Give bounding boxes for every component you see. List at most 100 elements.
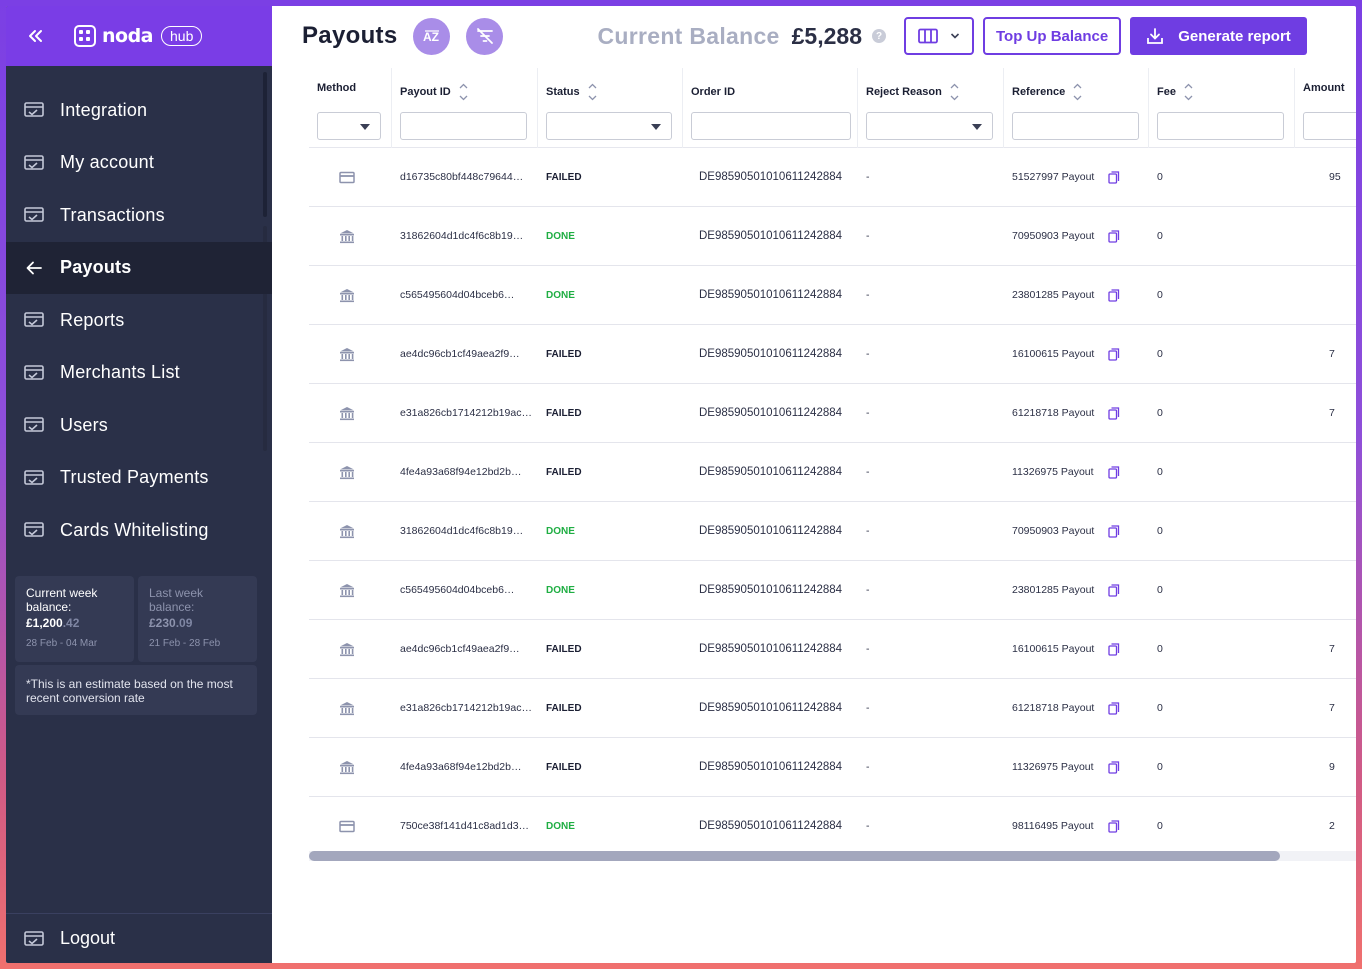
sidebar-item-label: Users (60, 414, 109, 435)
order-id-cell: DE98590501010611242884 (699, 348, 843, 360)
reject-reason-cell: - (866, 289, 870, 301)
amount-cell (1329, 207, 1356, 265)
copy-icon[interactable] (1108, 288, 1120, 302)
bank-icon (340, 288, 354, 302)
sidebar-item-label: Reports (60, 309, 125, 330)
method-cell (339, 443, 369, 501)
status-filter-select[interactable] (546, 112, 672, 140)
method-cell (339, 502, 369, 560)
order-id-filter-input[interactable] (691, 112, 851, 140)
fee-filter-input[interactable] (1157, 112, 1284, 140)
amount-cell: 2 (1329, 820, 1335, 832)
copy-icon[interactable] (1107, 465, 1120, 479)
table-header: Method Payout ID Status Order ID Reject Reas… (309, 68, 1356, 148)
bank-icon (340, 406, 354, 420)
sidebar-item-integration[interactable]: Integration (6, 84, 272, 137)
payout-id-cell: e31a826cb1714212b19ac… (400, 702, 532, 714)
payout-id-cell: c565495604d04bceb6… (400, 584, 515, 596)
column-label: Status (546, 82, 597, 102)
copy-icon[interactable] (1107, 819, 1120, 833)
order-id-cell: DE98590501010611242884 (699, 525, 843, 537)
status-cell: FAILED (546, 348, 582, 360)
payout-id-cell: ae4dc96cb1cf49aea2f9… (400, 643, 520, 655)
brand-badge: hub (161, 26, 203, 46)
top-up-balance-button[interactable]: Top Up Balance (983, 17, 1122, 55)
copy-icon[interactable] (1108, 583, 1120, 597)
table-row[interactable]: ae4dc96cb1cf49aea2f9… FAILED DE98590501010… (309, 325, 1356, 384)
copy-icon[interactable] (1108, 347, 1120, 361)
fee-cell: 0 (1157, 702, 1163, 714)
order-id-cell: DE98590501010611242884 (699, 230, 843, 242)
sidebar-item-label: Integration (60, 99, 148, 120)
sidebar-item-users[interactable]: Users (6, 399, 272, 452)
sidebar-item-label: Cards Whitelisting (60, 519, 209, 540)
status-cell: DONE (546, 230, 575, 242)
copy-icon[interactable] (1108, 170, 1120, 184)
copy-icon[interactable] (1107, 760, 1120, 774)
copy-icon[interactable] (1108, 701, 1120, 715)
sort-az-button[interactable]: AZ (413, 17, 451, 55)
collapse-sidebar-icon[interactable] (26, 27, 44, 45)
generate-report-button[interactable]: Generate report (1130, 17, 1307, 55)
sidebar-item-trusted-payments[interactable]: Trusted Payments (6, 452, 272, 505)
sort-icon[interactable] (1073, 82, 1082, 102)
amount-cell: 9 (1329, 761, 1335, 773)
sidebar-item-cards-whitelisting[interactable]: Cards Whitelisting (6, 504, 272, 557)
table-row[interactable]: 31862604d1dc4f6c8b19… DONE DE9859050101061… (309, 207, 1356, 266)
table-row[interactable]: 4fe4a93a68f94e12bd2b… FAILED DE98590501010… (309, 738, 1356, 797)
table-row[interactable]: d16735c80bf448c79644… FAILED DE98590501010… (309, 148, 1356, 207)
sidebar-item-payouts[interactable]: Payouts (6, 241, 272, 294)
amount-filter-input[interactable] (1303, 112, 1356, 140)
payout-id-filter-input[interactable] (400, 112, 527, 140)
bank-icon (340, 347, 354, 361)
table-row[interactable]: 750ce38f141d41c8ad1d3… DONE DE985905010106… (309, 797, 1356, 856)
copy-icon[interactable] (1108, 229, 1120, 243)
columns-icon (918, 28, 938, 44)
table-row[interactable]: e31a826cb1714212b19ac… FAILED DE9859050101… (309, 679, 1356, 738)
payout-id-cell: ae4dc96cb1cf49aea2f9… (400, 348, 520, 360)
copy-icon[interactable] (1108, 642, 1120, 656)
payout-id-cell: 4fe4a93a68f94e12bd2b… (400, 761, 522, 773)
copy-icon[interactable] (1108, 524, 1120, 538)
sidebar-scrollbar[interactable] (263, 72, 267, 217)
table-row[interactable]: c565495604d04bceb6… DONE DE985905010106112… (309, 266, 1356, 325)
order-id-cell: DE98590501010611242884 (699, 171, 843, 183)
card-list-icon (24, 364, 44, 380)
current-week-label: Current week balance: (26, 586, 98, 614)
sidebar-item-my-account[interactable]: My account (6, 137, 272, 190)
copy-icon[interactable] (1108, 406, 1120, 420)
reject-filter-select[interactable] (866, 112, 993, 140)
sidebar-item-transactions[interactable]: Transactions (6, 189, 272, 242)
table-row[interactable]: e31a826cb1714212b19ac… FAILED DE9859050101… (309, 384, 1356, 443)
table-row[interactable]: ae4dc96cb1cf49aea2f9… FAILED DE98590501010… (309, 620, 1356, 679)
sort-icon[interactable] (950, 82, 959, 102)
clear-filters-button[interactable] (466, 17, 504, 55)
status-cell: FAILED (546, 643, 582, 655)
payout-id-cell: e31a826cb1714212b19ac… (400, 407, 532, 419)
payout-id-cell: 750ce38f141d41c8ad1d3… (400, 820, 530, 832)
sidebar-item-merchants-list[interactable]: Merchants List (6, 347, 272, 400)
method-filter-select[interactable] (317, 112, 381, 140)
sidebar-item-reports[interactable]: Reports (6, 294, 272, 347)
sort-icon[interactable] (588, 82, 597, 102)
sort-icon[interactable] (459, 82, 468, 102)
table-row[interactable]: 31862604d1dc4f6c8b19… DONE DE9859050101061… (309, 502, 1356, 561)
table-row[interactable]: 4fe4a93a68f94e12bd2b… FAILED DE98590501010… (309, 443, 1356, 502)
sort-icon[interactable] (1184, 82, 1193, 102)
method-cell (339, 679, 369, 737)
horizontal-scrollbar[interactable] (309, 851, 1356, 861)
status-cell: DONE (546, 584, 575, 596)
sidebar-item-label: Trusted Payments (60, 467, 209, 488)
table-row[interactable]: c565495604d04bceb6… DONE DE985905010106112… (309, 561, 1356, 620)
columns-toggle-button[interactable] (904, 17, 974, 55)
column-label: Order ID (691, 86, 736, 98)
logout-button[interactable]: Logout (6, 913, 272, 963)
help-icon[interactable]: ? (872, 29, 886, 43)
reference-cell: 16100615 Payout (1012, 620, 1142, 678)
reference-filter-input[interactable] (1012, 112, 1139, 140)
reject-reason-cell: - (866, 702, 870, 714)
horizontal-scroll-thumb[interactable] (309, 851, 1280, 861)
sidebar-item-label: Payouts (60, 257, 132, 278)
method-cell (339, 384, 369, 442)
card-list-icon (24, 469, 44, 485)
